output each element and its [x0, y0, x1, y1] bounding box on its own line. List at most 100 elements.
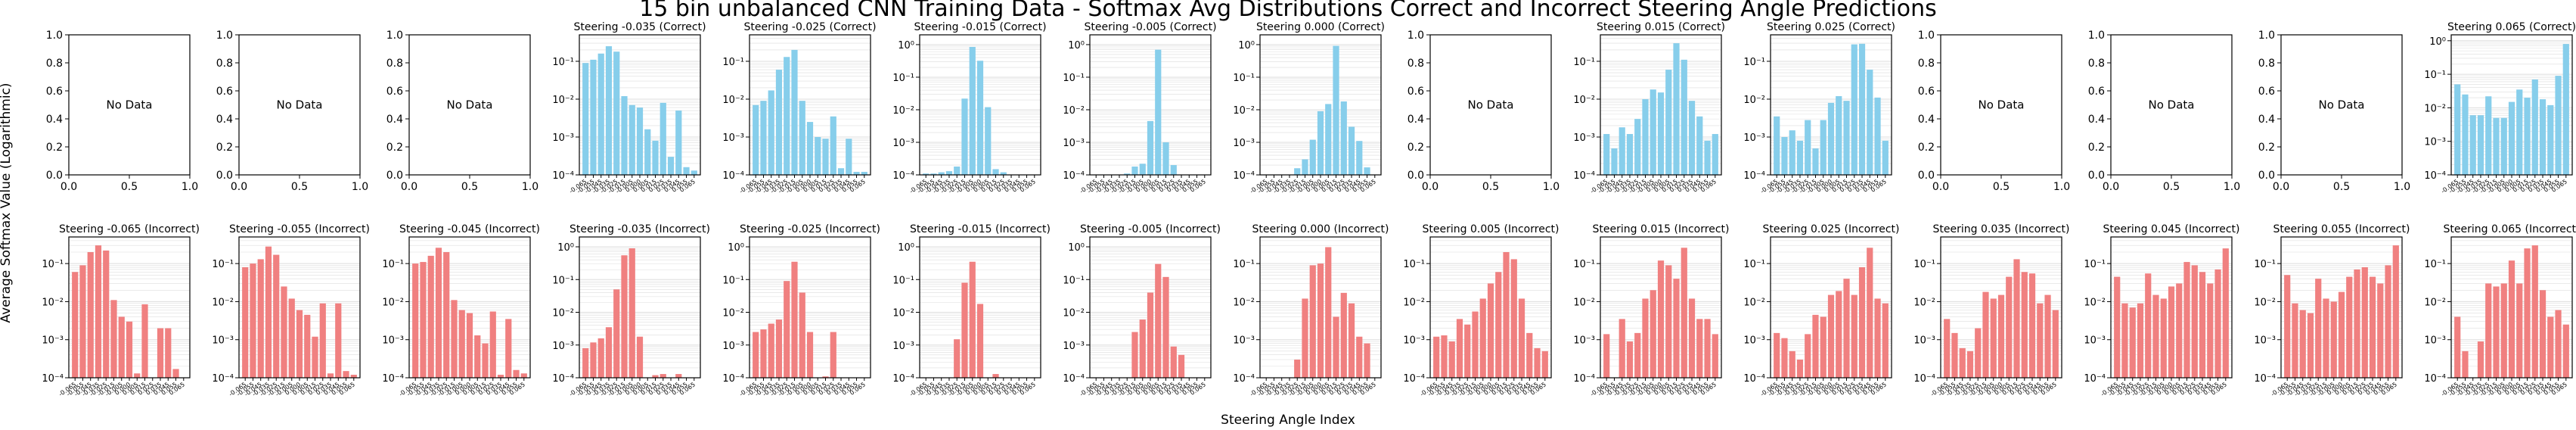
y-tick-label: 10⁻¹ [1233, 259, 1255, 270]
bar-0.035 [1688, 101, 1696, 175]
bar-0.000 [2338, 291, 2345, 378]
bar-0.035 [2028, 273, 2036, 378]
bar-0.005 [1155, 49, 1162, 175]
no-data-label: No Data [277, 98, 323, 112]
bar-0.065 [1882, 303, 1889, 378]
bar--0.055 [760, 101, 767, 175]
y-tick-label: 0.0 [2088, 170, 2105, 182]
y-tick-label: 10⁰ [557, 242, 574, 254]
bar-0.055 [1704, 140, 1711, 175]
y-tick-label: 10⁻¹ [2084, 259, 2106, 270]
subplot-incorrect-3: 10⁻¹10⁻²10⁻³10⁻⁴-0.065-0.055-0.045-0.035… [382, 223, 540, 397]
bar-0.000 [976, 61, 984, 175]
bar-0.055 [1364, 167, 1370, 175]
bar-0.035 [1178, 354, 1185, 378]
y-tick-label: 0.6 [1918, 86, 1935, 98]
y-tick-label: 10⁻³ [42, 335, 64, 347]
x-tick-label: 1.0 [522, 181, 538, 193]
x-tick-label: 1.0 [2224, 181, 2240, 193]
bar--0.065 [2454, 316, 2461, 378]
bar--0.065 [72, 272, 79, 378]
bar-0.055 [853, 172, 860, 175]
bar--0.005 [969, 46, 976, 176]
bar--0.035 [265, 246, 272, 378]
bar--0.005 [1820, 120, 1826, 175]
subplot-title: Steering 0.015 (Correct) [1597, 21, 1725, 33]
bar-0.025 [1851, 294, 1858, 378]
y-tick-label: 10⁻³ [892, 138, 914, 149]
y-tick-label: 0.8 [216, 58, 233, 70]
y-tick-label: 10⁻² [2254, 297, 2276, 308]
subplot-incorrect-5: 10⁰10⁻¹10⁻²10⁻³10⁻⁴-0.065-0.055-0.045-0.… [722, 223, 880, 397]
subplot-incorrect-14: 10⁻¹10⁻²10⁻³10⁻⁴-0.065-0.055-0.045-0.035… [2254, 223, 2410, 397]
y-tick-label: 10⁻¹ [1743, 57, 1765, 68]
bar--0.035 [605, 327, 613, 378]
bar-0.065 [1882, 140, 1889, 175]
y-tick-label: 10⁻² [1233, 105, 1255, 117]
y-tick-label: 10⁻⁴ [1233, 373, 1255, 385]
x-tick-label: 1.0 [352, 181, 368, 193]
y-tick-label: 0.8 [386, 58, 403, 70]
subplot-correct-10: 10⁻¹10⁻²10⁻³10⁻⁴-0.065-0.055-0.045-0.035… [1573, 21, 1725, 195]
bar--0.045 [1959, 347, 1966, 378]
bar-0.025 [2021, 272, 2028, 378]
subplot-incorrect-11: 10⁻¹10⁻²10⁻³10⁻⁴-0.065-0.055-0.045-0.035… [1743, 223, 1899, 397]
y-tick-label: 0.2 [2088, 142, 2105, 154]
bar-0.005 [1325, 247, 1332, 378]
y-tick-label: 10⁻¹ [382, 259, 404, 270]
bar-0.035 [1858, 43, 1866, 175]
bar-0.025 [2531, 245, 2538, 378]
y-tick-label: 10⁻⁴ [1573, 373, 1595, 385]
bar-0.055 [683, 167, 690, 175]
y-tick-label: 1.0 [1918, 30, 1935, 42]
bar--0.015 [1472, 311, 1479, 378]
y-tick-label: 10⁻⁴ [212, 373, 234, 385]
y-tick-label: 10⁻² [42, 297, 64, 308]
bar--0.005 [799, 292, 805, 378]
bar-0.000 [636, 336, 644, 378]
x-tick-label: 1.0 [182, 181, 198, 193]
bar-0.005 [1665, 265, 1672, 378]
subplot-incorrect-9: 10⁻¹10⁻²10⁻³10⁻⁴-0.065-0.055-0.045-0.035… [1403, 223, 1559, 397]
bar--0.015 [1642, 298, 1649, 378]
bar-0.045 [675, 374, 682, 378]
y-tick-label: 10⁻⁴ [382, 373, 404, 385]
subplot-title: Steering -0.035 (Incorrect) [570, 223, 710, 235]
bar-0.045 [165, 328, 172, 378]
bar-0.000 [1827, 294, 1835, 378]
bar-0.015 [822, 139, 829, 175]
subplot-title: Steering 0.000 (Incorrect) [1252, 223, 1389, 235]
bar-0.035 [2199, 272, 2206, 378]
y-tick-label: 10⁻⁴ [1063, 373, 1085, 385]
y-tick-label: 10⁻³ [1913, 335, 1935, 347]
y-tick-label: 10⁻³ [1743, 335, 1765, 347]
bar-0.015 [652, 140, 659, 175]
bar-0.000 [2168, 286, 2175, 378]
axes-frame [1429, 34, 1552, 176]
bar--0.065 [1944, 319, 1951, 378]
bar-0.015 [141, 304, 148, 378]
y-tick-label: 10⁻² [382, 297, 404, 308]
bar--0.025 [1294, 168, 1301, 175]
bar-0.000 [296, 310, 303, 378]
bar-0.035 [2369, 276, 2376, 378]
bar-0.005 [1665, 70, 1672, 175]
bar--0.015 [621, 96, 628, 175]
bar-0.065 [2392, 245, 2399, 378]
bar-0.055 [1704, 319, 1711, 378]
bar-0.065 [1541, 351, 1548, 378]
x-tick-label: 0.5 [1993, 181, 2010, 193]
bar--0.055 [1951, 332, 1958, 378]
bar--0.045 [768, 90, 774, 175]
y-tick-label: 0.0 [46, 170, 63, 182]
y-tick-label: 10⁻⁴ [42, 373, 64, 385]
bar--0.005 [628, 248, 635, 378]
bar--0.055 [2292, 303, 2298, 378]
subplot-correct-5: 10⁻¹10⁻²10⁻³10⁻⁴-0.065-0.055-0.045-0.035… [722, 21, 876, 195]
y-tick-label: 1.0 [46, 30, 63, 42]
bar--0.065 [582, 63, 589, 176]
bar-0.025 [1170, 165, 1177, 175]
y-tick-label: 10⁻¹ [1573, 259, 1595, 270]
bar--0.005 [118, 316, 125, 378]
bar-0.035 [157, 328, 164, 378]
